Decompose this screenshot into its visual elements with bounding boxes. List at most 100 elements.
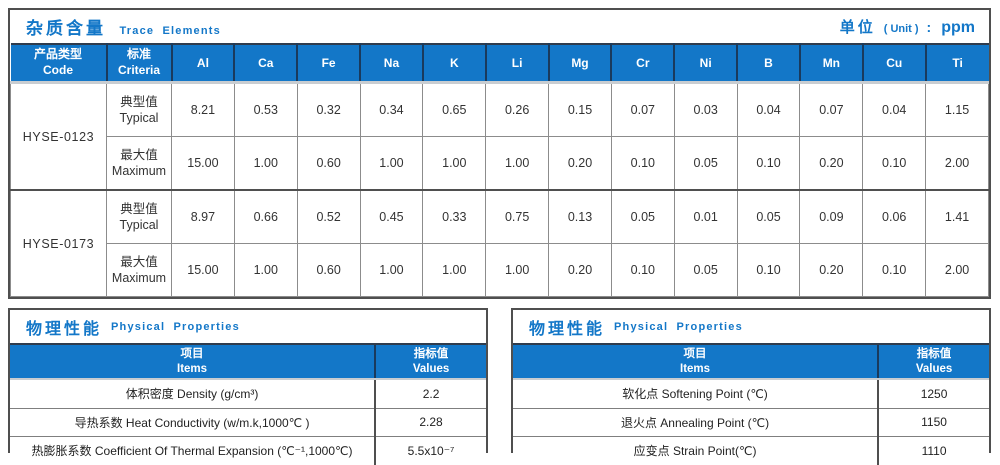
value-cell: 1.00	[485, 243, 550, 297]
product-code-cell: HYSE-0173	[10, 189, 107, 297]
value-cell: 0.20	[799, 136, 864, 191]
physical-right-title-row: 物理性能 Physical Properties	[513, 310, 989, 343]
column-header-element-b: B	[736, 43, 801, 84]
column-header-values-zh: 指标值	[916, 347, 952, 360]
column-header-items-en: Items	[177, 362, 208, 375]
value-cell: 0.04	[862, 82, 927, 137]
value-cell: 2.00	[925, 243, 989, 297]
value-cell: 0.52	[296, 189, 361, 244]
value-cell: 0.10	[736, 243, 801, 297]
trace-elements-table: 产品类型 Code 标准 Criteria Al Ca Fe Na K Li M…	[10, 43, 989, 297]
column-header-values-zh: 指标值	[413, 347, 449, 360]
value-cell: 0.65	[422, 82, 487, 137]
value-cell: 1.00	[233, 243, 298, 297]
value-cell: 0.60	[296, 136, 361, 191]
value-cell: 2.00	[925, 136, 989, 191]
column-header-element-k: K	[421, 43, 487, 84]
property-item-cell: 应变点 Strain Point(℃)	[513, 436, 879, 465]
value-cell: 0.10	[862, 243, 927, 297]
value-cell: 1.00	[359, 136, 424, 191]
table-row-hyse0173-maximum: 最大值 Maximum 15.00 1.00 0.60 1.00 1.00 1.…	[11, 243, 989, 297]
criteria-en: Maximum	[111, 164, 167, 178]
property-item-cell: 导热系数 Heat Conductivity (w/m.k,1000℃ )	[10, 407, 376, 437]
table-row-hyse0123-typical: HYSE-0123 典型值 Typical 8.21 0.53 0.32 0.3…	[10, 82, 989, 191]
criteria-cell: 最大值 Maximum	[106, 136, 172, 191]
column-header-items-zh: 项目	[180, 347, 204, 360]
criteria-cell: 典型值 Typical	[106, 189, 172, 244]
table-row-hyse0123-maximum: 最大值 Maximum 15.00 1.00 0.60 1.00 1.00 1.…	[11, 136, 989, 191]
table-row-strain-point: 应变点 Strain Point(℃) 1110	[513, 436, 989, 465]
column-header-items: 项目 Items	[513, 343, 879, 380]
column-header-code-zh: 产品类型	[33, 47, 82, 62]
unit-label-zh: 单位	[839, 19, 876, 36]
unit-label: 单位 ( Unit ) : ppm	[840, 16, 975, 37]
physical-right-title-en: Physical Properties	[614, 320, 743, 333]
value-cell: 15.00	[171, 243, 235, 297]
unit-colon: :	[926, 19, 932, 35]
table-row-softening-point: 软化点 Softening Point (℃) 1250	[513, 378, 989, 408]
value-cell: 0.34	[359, 82, 424, 137]
value-cell: 0.06	[862, 189, 927, 244]
physical-right-table: 项目 Items 指标值 Values 软化点 Softening Point …	[513, 343, 989, 465]
value-cell: 1.00	[233, 136, 298, 191]
property-value-cell: 1250	[877, 378, 989, 408]
column-header-values-en: Values	[915, 362, 953, 375]
physical-right-header-row: 项目 Items 指标值 Values	[513, 343, 989, 380]
physical-properties-right-panel: 物理性能 Physical Properties 项目 Items 指标值 Va…	[511, 308, 991, 465]
column-header-items-en: Items	[680, 362, 711, 375]
criteria-en: Typical	[119, 111, 159, 125]
value-cell: 0.04	[736, 82, 801, 137]
value-cell: 0.66	[233, 189, 298, 244]
column-header-element-na: Na	[359, 43, 424, 84]
trace-elements-panel: 杂质含量 Trace Elements 单位 ( Unit ) : ppm 产品…	[8, 8, 991, 299]
value-cell: 1.15	[925, 82, 989, 137]
value-cell: 0.20	[548, 243, 612, 297]
trace-title-zh: 杂质含量	[26, 19, 106, 38]
column-header-criteria: 标准 Criteria	[105, 43, 173, 84]
value-cell: 0.32	[296, 82, 361, 137]
column-header-values: 指标值 Values	[877, 343, 989, 380]
property-value-cell: 2.28	[374, 407, 486, 437]
value-cell: 0.53	[233, 82, 298, 137]
physical-left-title-row: 物理性能 Physical Properties	[10, 310, 486, 343]
product-code-cell: HYSE-0123	[10, 82, 107, 191]
table-row-hyse0173-typical: HYSE-0173 典型值 Typical 8.97 0.66 0.52 0.4…	[10, 189, 989, 297]
value-cell: 8.97	[171, 189, 235, 244]
value-cell: 0.05	[673, 243, 738, 297]
trace-header-row: 产品类型 Code 标准 Criteria Al Ca Fe Na K Li M…	[10, 43, 989, 84]
value-cell: 1.00	[422, 136, 487, 191]
unit-value: ppm	[941, 19, 975, 36]
value-cell: 0.09	[799, 189, 864, 244]
value-cell: 0.10	[610, 243, 675, 297]
column-header-code-en: Code	[43, 63, 73, 77]
property-item-cell: 软化点 Softening Point (℃)	[513, 378, 879, 408]
trace-title: 杂质含量 Trace Elements	[26, 14, 221, 39]
value-cell: 1.00	[359, 243, 424, 297]
property-item-cell: 体积密度 Density (g/cm³)	[10, 378, 376, 408]
column-header-criteria-zh: 标准	[126, 47, 151, 62]
value-cell: 0.13	[548, 189, 612, 244]
criteria-zh: 最大值	[120, 254, 158, 269]
property-value-cell: 2.2	[374, 378, 486, 408]
table-row-thermal-expansion: 热膨胀系数 Coefficient Of Thermal Expansion (…	[10, 436, 486, 465]
criteria-zh: 典型值	[120, 201, 158, 216]
table-row-annealing-point: 退火点 Annealing Point (℃) 1150	[513, 407, 989, 437]
value-cell: 0.03	[673, 82, 738, 137]
criteria-en: Typical	[119, 218, 159, 232]
criteria-zh: 典型值	[120, 94, 158, 109]
column-header-element-mg: Mg	[547, 43, 613, 84]
column-header-code: 产品类型 Code	[10, 43, 108, 84]
column-header-items-zh: 项目	[683, 347, 707, 360]
property-item-cell: 退火点 Annealing Point (℃)	[513, 407, 879, 437]
value-cell: 1.00	[422, 243, 487, 297]
value-cell: 0.10	[736, 136, 801, 191]
property-value-cell: 1150	[877, 407, 989, 437]
value-cell: 0.05	[610, 189, 675, 244]
property-value-cell: 1110	[877, 436, 989, 465]
column-header-element-cr: Cr	[610, 43, 676, 84]
value-cell: 0.20	[799, 243, 864, 297]
value-cell: 0.05	[736, 189, 801, 244]
physical-left-header-row: 项目 Items 指标值 Values	[10, 343, 486, 380]
column-header-element-al: Al	[170, 43, 236, 84]
